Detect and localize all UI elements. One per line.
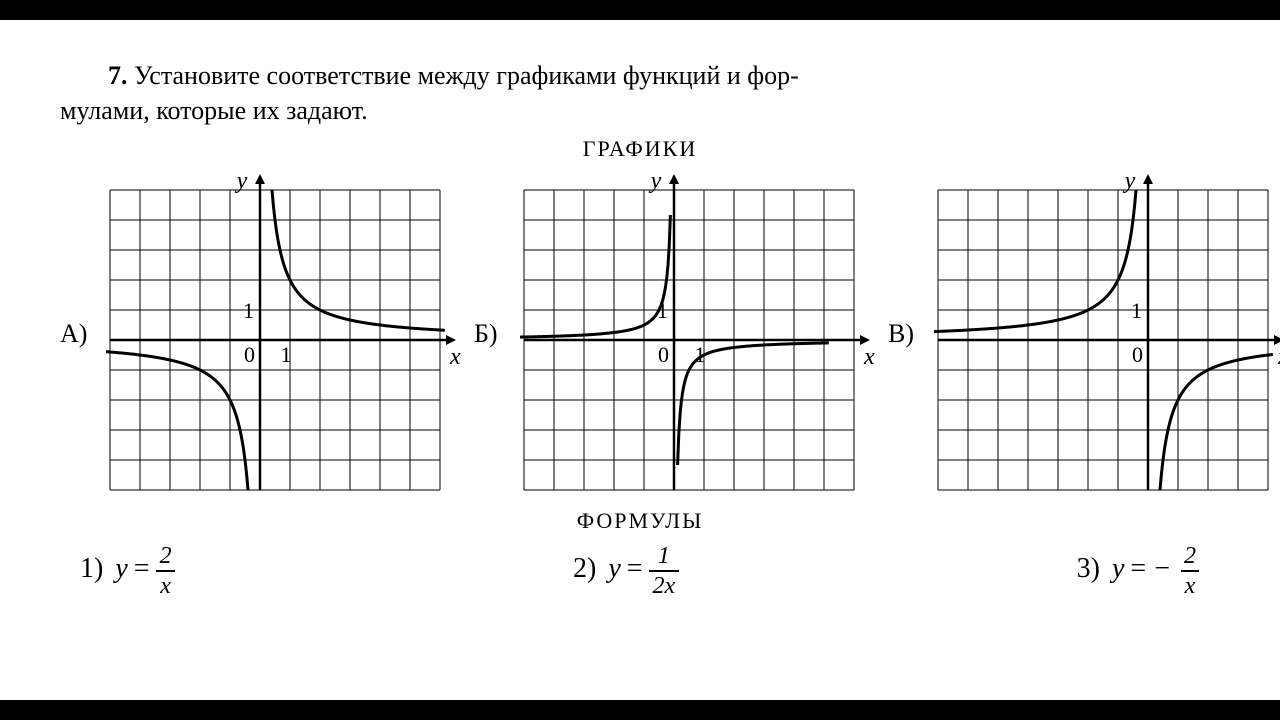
- svg-text:0: 0: [244, 342, 255, 367]
- formula-1-bot: x: [156, 570, 175, 598]
- graphs-title: ГРАФИКИ: [60, 136, 1220, 162]
- svg-text:1: 1: [281, 342, 292, 367]
- formula-3-eq: =: [1130, 553, 1146, 585]
- svg-text:y: y: [649, 170, 662, 194]
- formulas-title: ФОРМУЛЫ: [60, 508, 1220, 534]
- graph-label-a: А): [60, 319, 98, 349]
- formula-1-num: 1): [80, 553, 103, 585]
- formula-2: 2) y = 1 2x: [573, 542, 679, 596]
- graph-block-b: Б) 0 1 1 y x: [474, 170, 878, 498]
- formula-1-lhs: y: [115, 553, 127, 585]
- graph-block-a: А) 0 1 1 y x: [60, 170, 464, 498]
- svg-text:x: x: [449, 344, 461, 370]
- svg-text:1: 1: [657, 298, 668, 323]
- formula-1: 1) y = 2 x: [80, 542, 176, 596]
- formula-2-lhs: y: [608, 553, 620, 585]
- graph-label-c: В): [888, 319, 926, 349]
- problem-line1: Установите соответствие между графиками …: [134, 61, 799, 90]
- formula-1-top: 2: [156, 544, 176, 570]
- svg-text:y: y: [235, 170, 248, 194]
- formula-3-top: 2: [1180, 544, 1200, 570]
- graph-block-c: В) 01yx: [888, 170, 1280, 498]
- formula-3-frac: 2 x: [1180, 544, 1200, 598]
- page: 7. Установите соответствие между графика…: [0, 20, 1280, 700]
- formula-3-lhs: y: [1112, 553, 1124, 585]
- graph-a: 0 1 1 y x: [106, 170, 464, 498]
- formula-3: 3) y = − 2 x: [1077, 542, 1200, 596]
- formulas-row: 1) y = 2 x 2) y = 1 2x 3) y = − 2 x: [60, 542, 1220, 596]
- graph-c: 01yx: [934, 170, 1280, 498]
- formula-3-num: 3): [1077, 553, 1100, 585]
- problem-number: 7.: [108, 61, 128, 90]
- svg-text:0: 0: [1132, 342, 1143, 367]
- svg-text:y: y: [1123, 170, 1136, 194]
- formula-2-frac: 1 2x: [649, 544, 680, 598]
- formula-1-eq: =: [134, 553, 150, 585]
- formula-2-eq: =: [627, 553, 643, 585]
- svg-text:1: 1: [695, 342, 706, 367]
- svg-text:0: 0: [658, 342, 669, 367]
- svg-text:1: 1: [243, 298, 254, 323]
- graph-label-b: Б): [474, 319, 512, 349]
- formula-2-num: 2): [573, 553, 596, 585]
- formula-3-neg: −: [1154, 553, 1170, 585]
- graph-b: 0 1 1 y x: [520, 170, 878, 498]
- svg-text:1: 1: [1131, 298, 1142, 323]
- svg-text:x: x: [863, 344, 875, 370]
- formula-2-top: 1: [654, 544, 674, 570]
- problem-line2: мулами, которые их задают.: [60, 93, 368, 128]
- problem-statement: 7. Установите соответствие между графика…: [60, 58, 1220, 128]
- graphs-row: А) 0 1 1 y x Б) 0 1 1 y x В) 0 1 y x: [60, 170, 1220, 498]
- formula-1-frac: 2 x: [156, 544, 176, 598]
- formula-2-bot: 2x: [649, 570, 680, 598]
- formula-3-bot: x: [1181, 570, 1200, 598]
